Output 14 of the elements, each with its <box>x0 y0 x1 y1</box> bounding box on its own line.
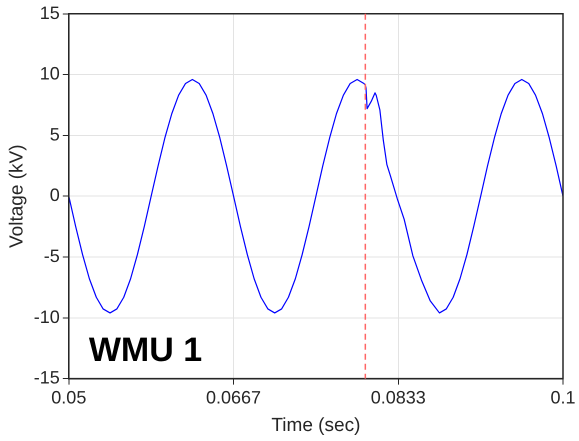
y-tick-label: 15 <box>40 2 60 23</box>
x-tick-label: 0.0833 <box>370 387 426 408</box>
x-tick-label: 0.05 <box>51 387 86 408</box>
y-tick-label: -5 <box>44 246 60 266</box>
y-tick-label: 0 <box>50 185 60 206</box>
annotation: WMU 1 <box>88 330 202 369</box>
y-tick-label: 10 <box>40 64 60 84</box>
y-tick-label: -10 <box>34 306 60 327</box>
x-tick-label: 0.0667 <box>206 387 262 408</box>
y-tick-label: 5 <box>50 124 60 144</box>
y-tick-label: -15 <box>34 368 60 388</box>
x-tick-label: 0.1 <box>550 387 576 408</box>
y-axis-title: Voltage (kV) <box>6 144 28 248</box>
x-axis-title: Time (sec) <box>271 414 360 436</box>
